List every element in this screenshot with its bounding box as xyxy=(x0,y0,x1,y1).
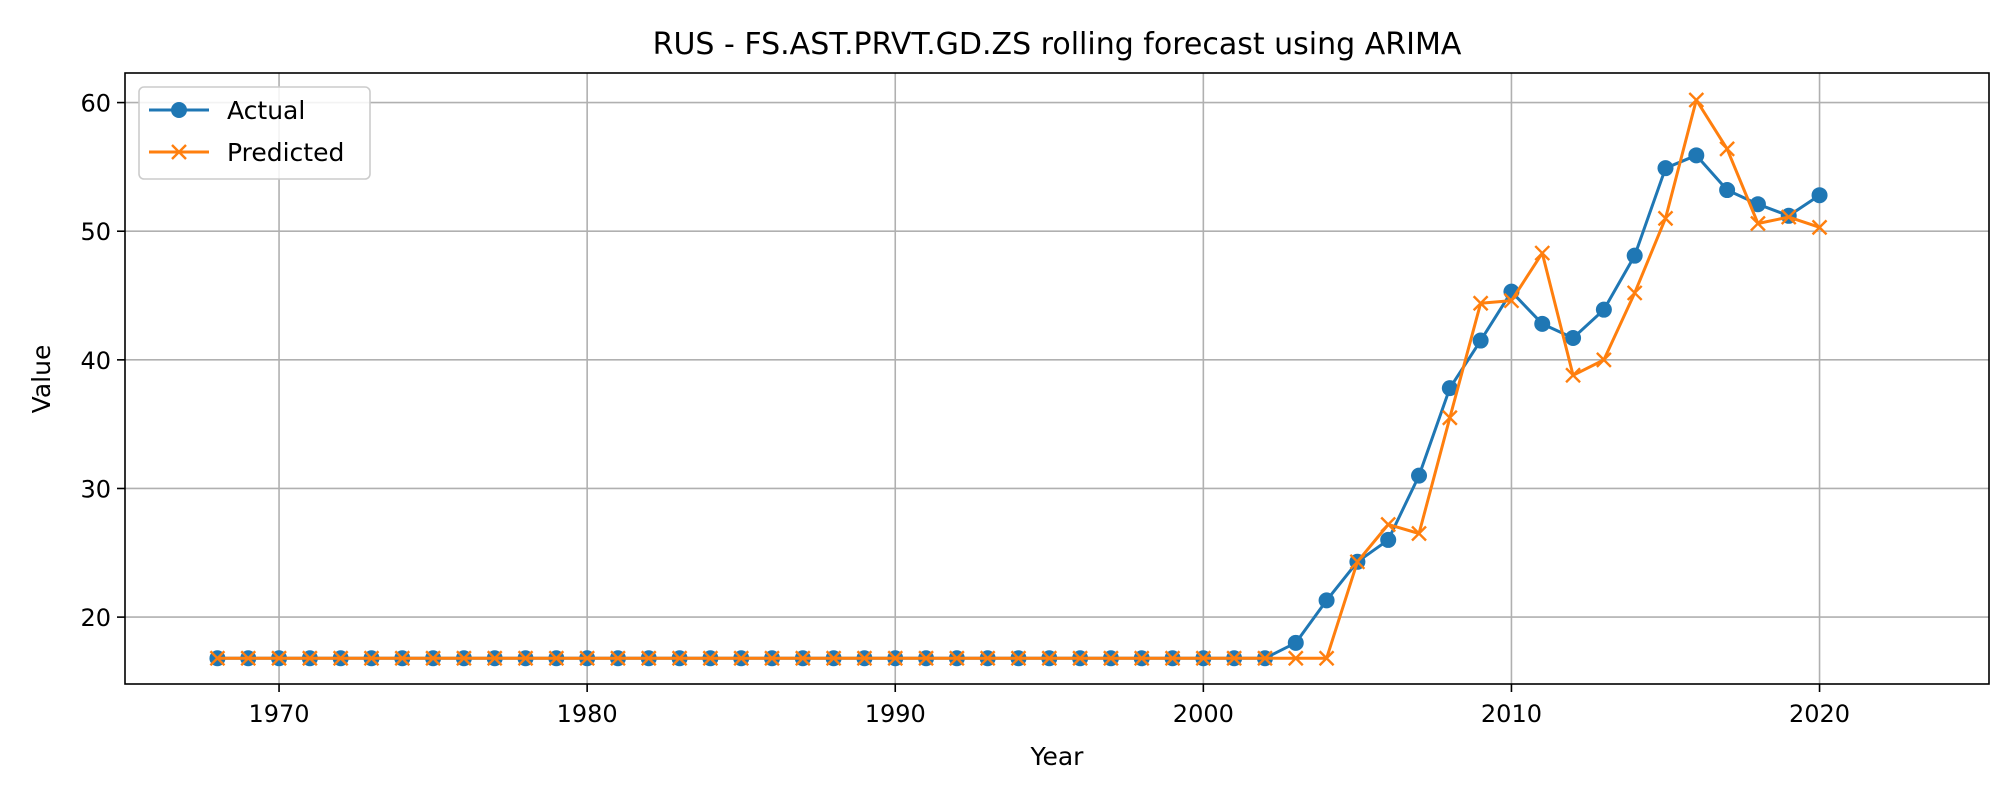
data-point xyxy=(1441,380,1458,397)
legend-marker xyxy=(171,144,187,160)
data-point xyxy=(702,650,719,667)
x-axis-label: Year xyxy=(1030,742,1085,771)
data-point xyxy=(394,650,411,667)
data-point xyxy=(949,650,965,667)
chart-title: RUS - FS.AST.PRVT.GD.ZS rolling forecast… xyxy=(653,27,1462,62)
data-point xyxy=(240,650,257,667)
data-point xyxy=(1257,650,1273,667)
legend-label: Actual xyxy=(227,96,305,125)
data-point xyxy=(486,650,503,667)
data-point xyxy=(1534,315,1551,332)
data-point xyxy=(1534,245,1551,261)
data-point xyxy=(1472,295,1489,312)
data-point xyxy=(517,650,534,667)
data-point xyxy=(671,650,688,667)
data-point xyxy=(1164,650,1181,667)
data-point xyxy=(548,650,565,667)
data-point xyxy=(1226,650,1243,667)
legend: Actual Predicted xyxy=(138,86,371,180)
y-tick-label: 40 xyxy=(80,347,111,375)
data-point xyxy=(1657,210,1674,227)
data-point xyxy=(856,650,873,667)
data-point xyxy=(1041,650,1058,667)
data-point xyxy=(1626,285,1643,301)
data-point xyxy=(332,650,349,667)
data-point xyxy=(1780,209,1797,225)
series-predicted xyxy=(209,92,1828,667)
data-point xyxy=(1380,531,1397,548)
data-point xyxy=(1719,141,1735,157)
x-tick-label: 1990 xyxy=(865,700,926,728)
y-axis-label: Value xyxy=(27,345,56,414)
data-point xyxy=(1688,147,1705,164)
data-point xyxy=(1287,634,1304,651)
data-point xyxy=(271,650,287,667)
data-point xyxy=(1441,409,1458,426)
data-point xyxy=(1103,650,1119,667)
data-point xyxy=(794,650,811,667)
x-tick-label: 1980 xyxy=(557,700,618,728)
y-tick-label: 60 xyxy=(80,90,111,118)
data-point xyxy=(1287,650,1304,667)
data-point xyxy=(1411,525,1427,542)
data-point xyxy=(209,650,226,667)
data-point xyxy=(1749,196,1766,213)
data-point xyxy=(1750,215,1766,232)
data-point xyxy=(579,650,595,667)
data-point xyxy=(1657,160,1674,177)
data-point xyxy=(979,650,996,667)
plot-frame xyxy=(124,72,1990,685)
x-tick-label: 2020 xyxy=(1789,700,1850,728)
legend-item-actual: Actual xyxy=(149,96,305,125)
data-point xyxy=(1565,367,1581,384)
data-point xyxy=(425,650,441,667)
data-point xyxy=(1503,292,1520,309)
data-point xyxy=(302,650,318,667)
data-point xyxy=(1811,219,1828,236)
y-tick-label: 30 xyxy=(80,475,111,503)
data-point xyxy=(1133,650,1150,667)
y-tick-label: 20 xyxy=(80,604,111,632)
data-point xyxy=(1596,351,1612,368)
data-point xyxy=(1688,92,1705,108)
data-point xyxy=(887,650,904,667)
data-point xyxy=(1811,187,1828,204)
data-point xyxy=(1072,650,1088,667)
legend-marker xyxy=(171,102,187,118)
data-point xyxy=(918,650,934,667)
legend-label: Predicted xyxy=(227,138,344,167)
data-point xyxy=(1719,182,1736,199)
data-point xyxy=(1411,467,1428,484)
legend-item-predicted: Predicted xyxy=(149,138,344,167)
data-point xyxy=(733,650,750,667)
data-point xyxy=(1380,516,1397,533)
data-point xyxy=(1318,650,1335,667)
data-point xyxy=(1595,301,1612,318)
x-tick-label: 1970 xyxy=(249,700,310,728)
data-point xyxy=(640,650,657,667)
data-point xyxy=(1318,592,1335,609)
x-tick-label: 2010 xyxy=(1481,700,1542,728)
data-point xyxy=(363,650,380,667)
data-point xyxy=(1010,650,1027,667)
data-point xyxy=(1195,650,1212,667)
y-tick-label: 50 xyxy=(80,218,111,246)
data-point xyxy=(456,650,472,667)
data-point xyxy=(764,650,780,667)
series-layer xyxy=(209,92,1828,667)
data-point xyxy=(1565,329,1582,346)
data-point xyxy=(610,650,626,667)
data-point xyxy=(1349,553,1366,570)
data-point xyxy=(1472,332,1489,349)
grid xyxy=(125,73,1989,684)
x-tick-label: 2000 xyxy=(1173,700,1234,728)
data-point xyxy=(1626,247,1643,264)
data-point xyxy=(825,650,842,667)
